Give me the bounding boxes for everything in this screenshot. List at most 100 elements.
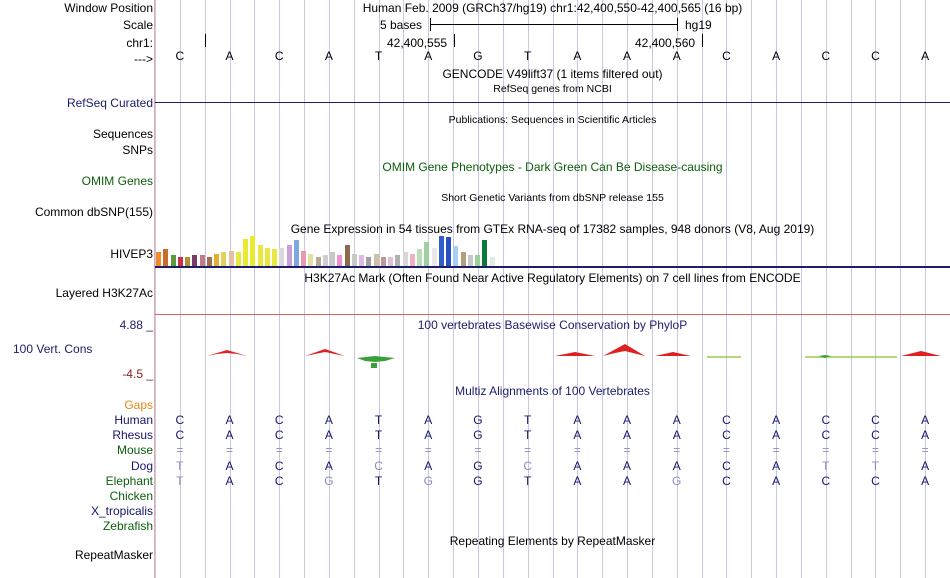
gtex-tissue-bar[interactable] xyxy=(308,254,314,266)
refseq-track-title[interactable]: RefSeq genes from NCBI xyxy=(493,83,612,95)
alignment-base: C xyxy=(175,413,185,427)
omim-genes-label[interactable]: OMIM Genes xyxy=(81,174,153,188)
gtex-tissue-bar[interactable] xyxy=(402,252,408,266)
alignment-base: C xyxy=(722,428,731,443)
gtex-tissue-bar[interactable] xyxy=(438,236,444,266)
conservation-peak xyxy=(207,350,247,356)
gtex-tissue-bar[interactable] xyxy=(380,257,386,266)
gencode-track-title[interactable]: GENCODE V49lift37 (1 items filtered out) xyxy=(442,67,663,81)
conservation-dip-point xyxy=(371,363,377,368)
gtex-tissue-bar[interactable] xyxy=(460,252,466,266)
species-label[interactable]: Dog xyxy=(130,458,153,473)
cons-track-title[interactable]: 100 vertebrates Basewise Conservation by… xyxy=(417,318,688,332)
gtex-tissue-bar[interactable] xyxy=(199,255,205,266)
gtex-tissue-bar[interactable] xyxy=(453,246,459,266)
gtex-tissue-bar[interactable] xyxy=(424,242,430,266)
dbsnp-track-title[interactable]: Short Genetic Variants from dbSNP releas… xyxy=(441,192,664,204)
gtex-tissue-bar[interactable] xyxy=(221,252,227,266)
repeatmasker-track-title[interactable]: Repeating Elements by RepeatMasker xyxy=(449,534,656,548)
omim-track-title[interactable]: OMIM Gene Phenotypes - Dark Green Can Be… xyxy=(382,160,723,174)
gtex-gene-line[interactable] xyxy=(155,266,950,268)
species-label[interactable]: Mouse xyxy=(116,443,153,458)
gtex-tissue-bar[interactable] xyxy=(243,239,248,266)
gtex-tissue-bar[interactable] xyxy=(446,237,451,266)
gtex-gene-label[interactable]: HIVEP3 xyxy=(110,247,153,261)
gtex-tissue-bar[interactable] xyxy=(235,252,241,266)
gaps-label[interactable]: Gaps xyxy=(124,398,153,412)
alignment-base: = xyxy=(871,443,879,458)
gtex-tissue-bar[interactable] xyxy=(185,257,190,266)
alignment-base: A xyxy=(424,413,433,427)
species-label[interactable]: Chicken xyxy=(109,489,153,503)
gtex-tissue-bar[interactable] xyxy=(475,255,480,266)
species-label[interactable]: X_tropicalis xyxy=(90,504,153,519)
gtex-tissue-bar[interactable] xyxy=(409,254,415,266)
gtex-tissue-bar[interactable] xyxy=(351,254,357,266)
gtex-tissue-bar[interactable] xyxy=(337,255,343,266)
gtex-tissue-bar[interactable] xyxy=(177,257,183,266)
multiz-track-title[interactable]: Multiz Alignments of 100 Vertebrates xyxy=(455,384,650,398)
snps-label[interactable]: SNPs xyxy=(122,143,153,157)
alignment-base: = xyxy=(325,443,333,458)
gtex-tissue-bar[interactable] xyxy=(431,248,437,266)
gtex-expression-bars[interactable] xyxy=(155,236,515,266)
species-label[interactable]: Rhesus xyxy=(112,428,153,443)
gtex-track-title[interactable]: Gene Expression in 54 tissues from GTEx … xyxy=(290,222,815,236)
gtex-tissue-bar[interactable] xyxy=(264,248,270,266)
gtex-tissue-bar[interactable] xyxy=(482,240,488,266)
gtex-tissue-bar[interactable] xyxy=(417,249,422,266)
alignment-base: G xyxy=(672,473,682,488)
alignment-base: = xyxy=(772,443,780,458)
reference-base: T xyxy=(374,49,383,63)
alignment-base: T xyxy=(523,428,532,443)
alignment-base: A xyxy=(225,458,234,473)
conservation-plot[interactable] xyxy=(155,340,950,370)
gtex-tissue-bar[interactable] xyxy=(250,236,256,266)
gtex-tissue-bar[interactable] xyxy=(330,252,335,266)
h3k27ac-track-title[interactable]: H3K27Ac Mark (Often Found Near Active Re… xyxy=(304,271,801,285)
repeatmasker-label[interactable]: RepeatMasker xyxy=(74,548,153,562)
gtex-tissue-bar[interactable] xyxy=(301,251,306,266)
publications-track-title[interactable]: Publications: Sequences in Scientific Ar… xyxy=(448,114,657,126)
gtex-tissue-bar[interactable] xyxy=(228,251,234,266)
gtex-tissue-bar[interactable] xyxy=(272,249,277,266)
dbsnp-label[interactable]: Common dbSNP(155) xyxy=(34,205,153,219)
gtex-tissue-bar[interactable] xyxy=(315,257,321,266)
gtex-tissue-bar[interactable] xyxy=(344,245,350,266)
gtex-tissue-bar[interactable] xyxy=(163,249,169,266)
gtex-tissue-bar[interactable] xyxy=(373,254,379,266)
alignment-base: A xyxy=(772,413,781,427)
species-label[interactable]: Human xyxy=(114,413,153,427)
gtex-tissue-bar[interactable] xyxy=(257,245,263,266)
gtex-tissue-bar[interactable] xyxy=(489,257,495,266)
gtex-tissue-bar[interactable] xyxy=(395,255,401,266)
alignment-base: G xyxy=(324,473,334,488)
alignment-base: C xyxy=(821,413,831,427)
refseq-curated-label[interactable]: RefSeq Curated xyxy=(66,96,153,110)
sequences-label[interactable]: Sequences xyxy=(92,127,153,141)
refseq-gene-line[interactable] xyxy=(155,102,950,103)
gtex-tissue-bar[interactable] xyxy=(467,255,473,266)
gtex-tissue-bar[interactable] xyxy=(214,254,219,266)
species-label[interactable]: Elephant xyxy=(105,473,153,488)
gtex-tissue-bar[interactable] xyxy=(359,255,364,266)
gtex-tissue-bar[interactable] xyxy=(293,240,299,266)
gtex-tissue-bar[interactable] xyxy=(170,255,176,266)
alignment-base: G xyxy=(473,413,483,427)
reference-base: T xyxy=(523,49,532,63)
cons-label[interactable]: 100 Vert. Cons xyxy=(13,342,93,356)
species-label[interactable]: Zebrafish xyxy=(102,519,153,534)
gtex-tissue-bar[interactable] xyxy=(206,257,212,266)
gtex-tissue-bar[interactable] xyxy=(156,252,161,266)
gtex-tissue-bar[interactable] xyxy=(279,248,285,266)
alignment-base: C xyxy=(274,458,284,473)
h3k27ac-label[interactable]: Layered H3K27Ac xyxy=(55,286,153,300)
reference-base: A xyxy=(672,49,681,63)
gtex-tissue-bar[interactable] xyxy=(192,255,198,266)
gtex-tissue-bar[interactable] xyxy=(322,255,328,266)
gtex-tissue-bar[interactable] xyxy=(286,245,292,266)
gtex-tissue-bar[interactable] xyxy=(366,257,372,266)
alignment-base: C xyxy=(274,428,284,443)
gtex-tissue-bar[interactable] xyxy=(388,257,393,266)
